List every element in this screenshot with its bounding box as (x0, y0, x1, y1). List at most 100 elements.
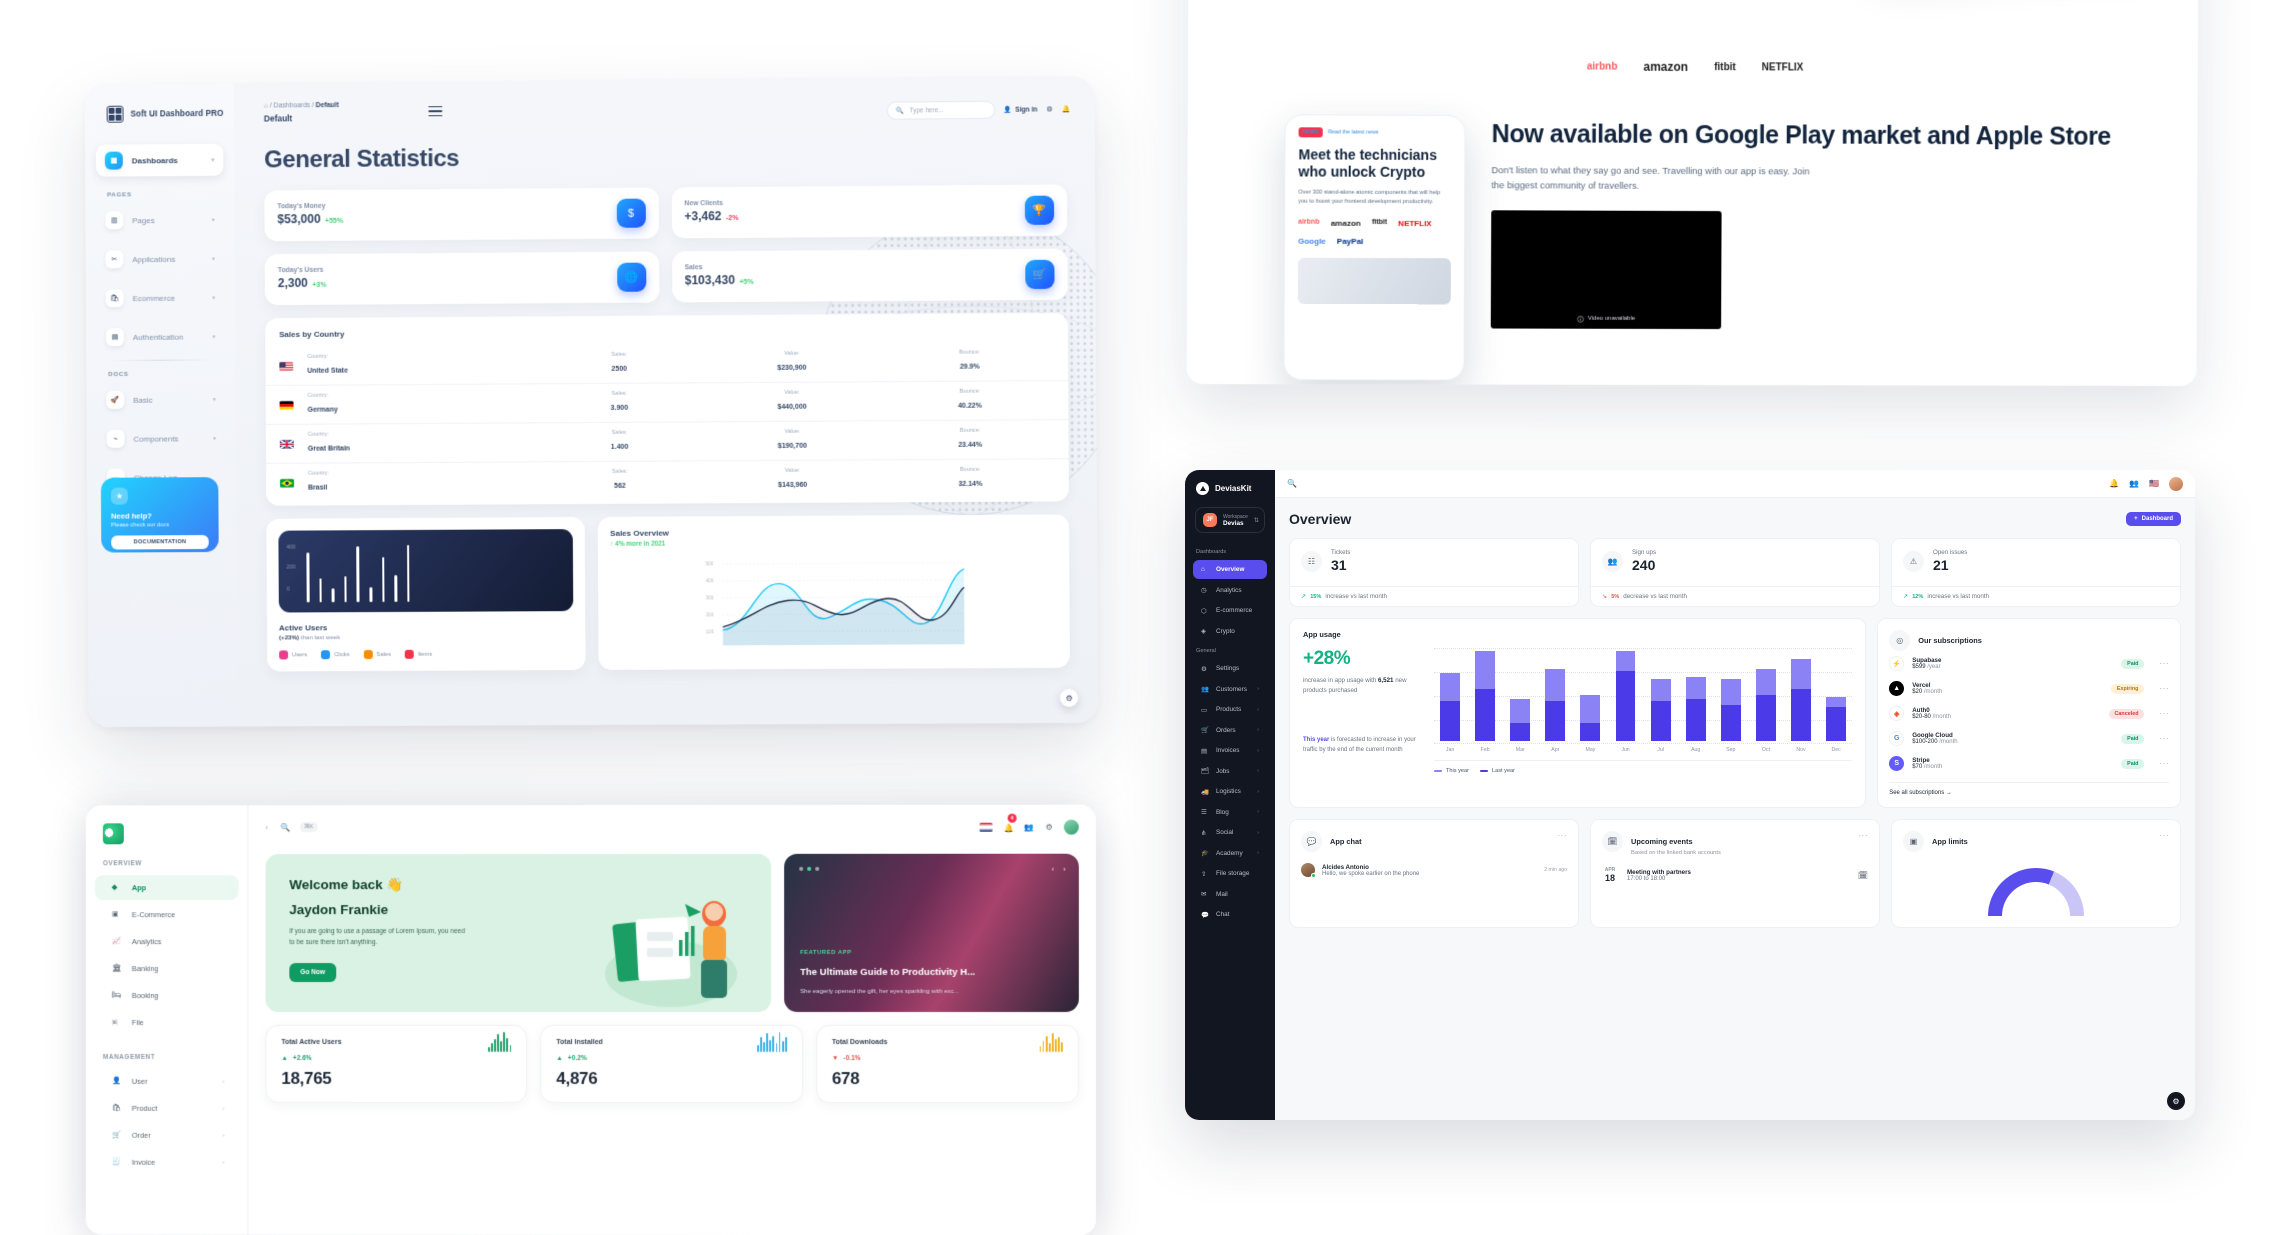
table-row[interactable]: Country: Great Britain Sales: 1.400 Value:… (265, 419, 1069, 463)
minimal-logo-icon[interactable] (102, 823, 124, 845)
table-row[interactable]: Country: United State Sales: 2500 Value: $2… (265, 342, 1068, 385)
landing-headline: Now available on Google Play market and … (1491, 120, 2111, 151)
home-icon[interactable]: ⌂ (263, 102, 268, 110)
gear-icon[interactable]: ⚙ (1060, 688, 1079, 707)
bell-icon[interactable]: 🔔 (1061, 106, 1071, 114)
list-item[interactable]: S Stripe $70 /month Paid ··· (1889, 751, 2169, 776)
gear-icon[interactable]: ⚙ (1046, 106, 1053, 114)
breadcrumb-dashboards[interactable]: Dashboards (273, 102, 311, 110)
gear-icon[interactable]: ⚙ (1045, 822, 1053, 832)
page-title: Default (263, 113, 293, 124)
sidebar-item-analytics[interactable]: ◷ Analytics (1193, 581, 1267, 600)
carousel-dots[interactable] (799, 866, 820, 871)
featured-app-card[interactable]: ‹ › FEATURED APP The Ultimate Guide to Pr… (784, 853, 1079, 1012)
more-options-icon[interactable]: ··· (1858, 831, 1868, 840)
sidebar-item-overview[interactable]: ⌂ Overview (1193, 560, 1267, 579)
sidebar-item-file-storage[interactable]: ⇧ File storage (1193, 864, 1267, 883)
sidebar-item-label: Settings (1216, 665, 1240, 672)
chevron-right-icon[interactable]: › (1063, 864, 1066, 874)
more-options-icon[interactable]: ··· (1557, 831, 1567, 840)
table-row[interactable]: Country: Germany Sales: 3.900 Value: $440,0… (265, 380, 1069, 424)
carousel-nav[interactable]: ‹ › (1051, 865, 1065, 874)
list-item[interactable]: Alcides Antonio Hello, we spoke earlier … (1301, 863, 1567, 878)
menu-toggle-icon[interactable] (428, 106, 443, 119)
news-link[interactable]: Read the latest news (1327, 129, 1379, 136)
sidebar-item-chat[interactable]: 💬 Chat (1193, 905, 1267, 924)
svg-text:400: 400 (706, 578, 714, 583)
trend-up-icon: ↗ (1301, 593, 1307, 600)
workspace-switcher[interactable]: JF Workspace Devias ⇅ (1195, 507, 1265, 533)
sidebar-item-pages[interactable]: ▥ Pages ▾ (96, 204, 224, 237)
sidebar-item-authentication[interactable]: ▤ Authentication ▾ (97, 320, 225, 353)
sidebar-item-logistics[interactable]: 🚚 Logistics › (1193, 782, 1267, 801)
avatar[interactable] (2169, 476, 2183, 491)
collapse-icon[interactable]: ‹ (265, 822, 269, 832)
sidebar-item-academy[interactable]: 🎓 Academy › (1193, 844, 1267, 863)
avatar[interactable] (1063, 819, 1079, 835)
devias-brand[interactable]: DeviasKit (1185, 482, 1275, 507)
bell-icon[interactable]: 🔔 (2109, 479, 2120, 488)
list-item[interactable]: ◈ Auth0 $20-80 /month Canceled ··· (1889, 701, 2169, 726)
list-item[interactable]: ⚡ Supabase $599 /year Paid ··· (1889, 651, 2169, 676)
flag-us-icon[interactable]: 🇺🇸 (2149, 479, 2159, 488)
sidebar-item-mail[interactable]: ✉ Mail (1193, 885, 1267, 904)
sidebar-item-jobs[interactable]: 🗂 Jobs › (1193, 762, 1267, 781)
sidebar-item-file[interactable]: 🗎 File (95, 1010, 239, 1035)
chevron-left-icon[interactable]: ‹ (1051, 864, 1055, 874)
sidebar-item-analytics[interactable]: 📈 Analytics (95, 929, 239, 954)
settings-fab[interactable]: ⚙ (2167, 1092, 2185, 1110)
list-item[interactable]: APR 18 Meeting with partners 17:00 to 18:… (1602, 867, 1868, 883)
more-options-icon[interactable]: ··· (2159, 734, 2169, 743)
flag-gb-icon[interactable] (979, 822, 993, 832)
video-player[interactable]: Video unavailable (1490, 210, 1722, 330)
dashboard-button[interactable]: + Dashboard (2126, 512, 2181, 526)
sidebar-item-components[interactable]: ⌁ Components ▾ (98, 422, 226, 455)
calendar-add-icon[interactable]: 🗓 (1857, 870, 1868, 880)
trend-up-icon: ↗ (1903, 593, 1909, 600)
list-item[interactable]: ▲ Vercel $20 /month Expiring ··· (1889, 676, 2169, 701)
sidebar-item-invoice[interactable]: 🧾 Invoice › (95, 1150, 239, 1175)
sidebar-item-user[interactable]: 👤 User › (95, 1069, 239, 1094)
search-input[interactable]: 🔍 Type here... (886, 100, 996, 120)
sidebar-item-dashboards[interactable]: ▦ Dashboards ▾ (95, 143, 224, 177)
sidebar-item-products[interactable]: ▭ Products › (1193, 700, 1267, 719)
sidebar-item-booking[interactable]: 🛏 Booking (95, 983, 239, 1008)
notifications-button[interactable]: 🔔 4 (1004, 813, 1017, 836)
sidebar-item-banking[interactable]: 🏛 Banking (95, 956, 239, 981)
sidebar-item-customers[interactable]: 👥 Customers › (1193, 680, 1267, 699)
help-card: ★ Need help? Please check our docs DOCUM… (100, 477, 219, 553)
sidebar-item-app[interactable]: ◆ App (94, 875, 239, 901)
sidebar-item-product[interactable]: 🛍 Product › (95, 1096, 239, 1121)
sidebar-item-invoices[interactable]: ▤ Invoices › (1193, 741, 1267, 760)
documentation-button[interactable]: DOCUMENTATION (111, 535, 209, 550)
sidebar-item-basic[interactable]: 🚀 Basic ▾ (97, 383, 225, 416)
list-item[interactable]: G Google Cloud $100-200 /month Paid ··· (1889, 726, 2169, 751)
more-options-icon[interactable]: ··· (2159, 831, 2169, 840)
sidebar-item-label: Banking (131, 964, 159, 974)
sidebar-item-social[interactable]: ⋔ Social › (1193, 823, 1267, 842)
see-all-subscriptions-link[interactable]: See all subscriptions → (1889, 782, 2169, 796)
search-icon[interactable]: 🔍 (1287, 479, 1297, 488)
sidebar-item-order[interactable]: 🛒 Order › (95, 1123, 239, 1148)
more-options-icon[interactable]: ··· (2159, 709, 2169, 718)
more-options-icon[interactable]: ··· (2159, 659, 2169, 668)
sidebar-item-applications[interactable]: ✂ Applications ▾ (96, 243, 224, 276)
sidebar-item-blog[interactable]: ☰ Blog › (1193, 803, 1267, 822)
contacts-icon[interactable]: 👥 (2129, 479, 2140, 488)
sidebar-item-ecommerce[interactable]: ▣ E-Commerce (95, 902, 239, 927)
softui-brand[interactable]: Soft UI Dashboard PRO (85, 83, 234, 123)
sidebar-item-crypto[interactable]: ◈ Crypto (1193, 622, 1267, 641)
kpi-card-open-issues: ⚠ Open issues 21 ↗ 12% increase vs last mo… (1891, 538, 2181, 607)
sidebar-item-settings[interactable]: ⚙ Settings (1193, 659, 1267, 678)
search-icon[interactable]: 🔍 (281, 822, 291, 832)
sidebar-item-ecommerce[interactable]: ⬡ E-commerce (1193, 601, 1267, 620)
breadcrumb-sep2: / (311, 102, 314, 110)
sign-in-button[interactable]: 👤 Sign in (1004, 105, 1037, 114)
sidebar-item-ecommerce[interactable]: 🛍 Ecommerce ▾ (97, 281, 225, 314)
contacts-icon[interactable]: 👥 (1024, 822, 1035, 832)
table-row[interactable]: Country: Brasil Sales: 562 Value: $143,960 … (265, 458, 1069, 502)
more-options-icon[interactable]: ··· (2159, 684, 2169, 693)
go-now-button[interactable]: Go Now (289, 962, 337, 982)
more-options-icon[interactable]: ··· (2159, 759, 2169, 768)
sidebar-item-orders[interactable]: 🛒 Orders › (1193, 721, 1267, 740)
